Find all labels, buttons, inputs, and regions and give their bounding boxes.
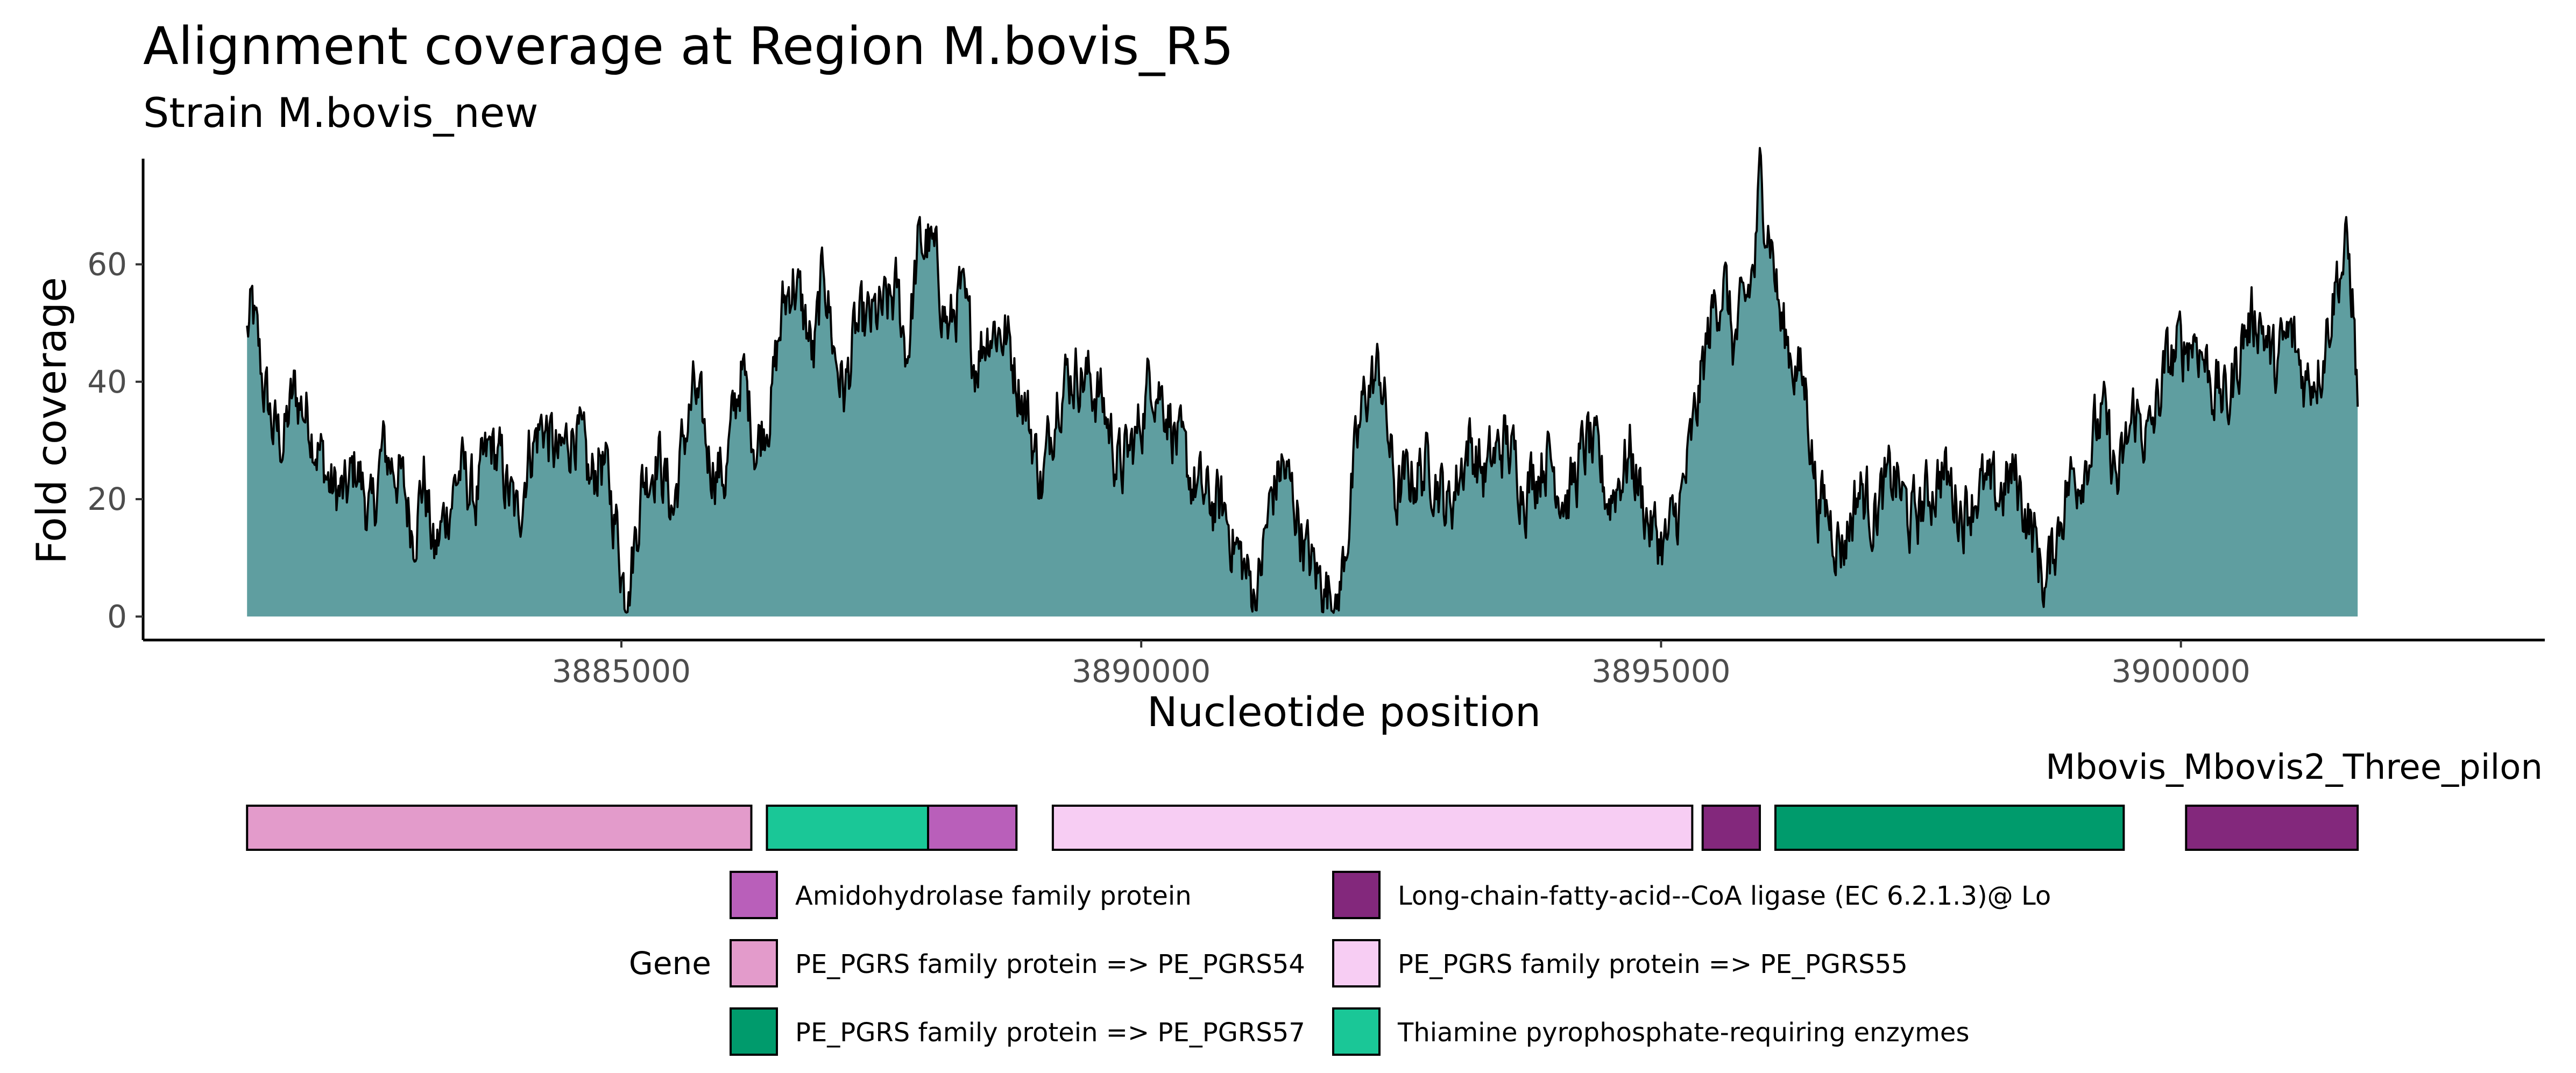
y-tick-label: 60	[87, 246, 127, 282]
gene-feature	[1051, 805, 1694, 851]
gene-feature	[1774, 805, 2125, 851]
x-axis-title: Nucleotide position	[1147, 688, 1541, 736]
gene-feature	[246, 805, 753, 851]
x-tick-label: 3885000	[552, 653, 691, 690]
legend-swatch	[730, 939, 778, 987]
chart-subtitle: Strain M.bovis_new	[143, 89, 539, 137]
legend-swatch	[1332, 871, 1381, 919]
legend-swatch	[1332, 1007, 1381, 1056]
legend-swatch	[730, 871, 778, 919]
y-tick-label: 0	[107, 598, 127, 635]
gene-track	[246, 805, 2359, 851]
gene-feature	[766, 805, 930, 851]
legend-label: PE_PGRS family protein => PE_PGRS57	[795, 1018, 1305, 1048]
gene-legend: Gene Amidohydrolase family protein PE_PGR…	[629, 871, 2051, 1056]
y-tick-label: 20	[87, 481, 127, 517]
legend-label: PE_PGRS family protein => PE_PGRS55	[1398, 949, 1908, 979]
gene-feature	[1701, 805, 1761, 851]
legend-label: Amidohydrolase family protein	[795, 881, 1192, 911]
x-tick-label: 3900000	[2111, 653, 2250, 690]
legend-label: Long-chain-fatty-acid--CoA ligase (EC 6.…	[1398, 881, 2051, 911]
gene-track-label: Mbovis_Mbovis2_Three_pilon	[2046, 748, 2543, 787]
legend-swatch	[1332, 939, 1381, 987]
plot-area	[246, 147, 2359, 617]
y-ticks: 0 20 40 60	[87, 246, 143, 635]
y-tick-label: 40	[87, 364, 127, 400]
gene-feature	[2185, 805, 2359, 851]
legend-swatch	[730, 1007, 778, 1056]
x-ticks: 3885000 3890000 3895000 3900000	[552, 640, 2251, 690]
chart-title: Alignment coverage at Region M.bovis_R5	[143, 16, 1234, 76]
coverage-line	[246, 147, 2359, 614]
x-tick-label: 3890000	[1072, 653, 1211, 690]
gene-feature	[927, 805, 1018, 851]
x-tick-label: 3895000	[1591, 653, 1730, 690]
legend-title: Gene	[629, 945, 711, 982]
legend-label: PE_PGRS family protein => PE_PGRS54	[795, 949, 1305, 979]
y-axis-title: Fold coverage	[27, 277, 75, 564]
coverage-area	[247, 148, 2358, 617]
legend-label: Thiamine pyrophosphate-requiring enzymes	[1397, 1018, 1969, 1048]
